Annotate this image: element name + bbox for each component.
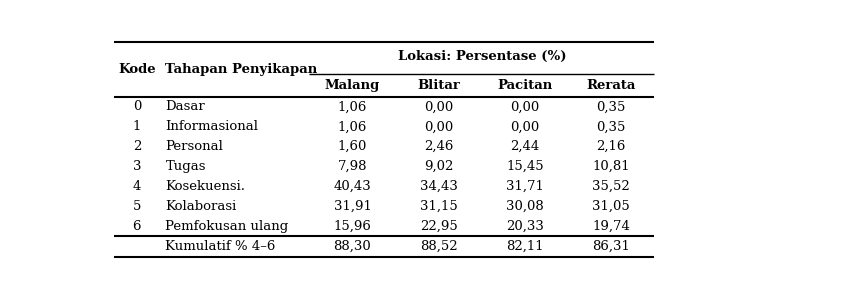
- Text: 82,11: 82,11: [506, 240, 544, 253]
- Text: 1: 1: [133, 120, 141, 133]
- Text: 9,02: 9,02: [424, 160, 454, 173]
- Text: Tahapan Penyikapan: Tahapan Penyikapan: [165, 63, 318, 76]
- Text: 1,06: 1,06: [338, 100, 367, 113]
- Text: 31,15: 31,15: [419, 200, 458, 213]
- Text: 88,52: 88,52: [420, 240, 457, 253]
- Text: 0,35: 0,35: [597, 100, 626, 113]
- Text: Pacitan: Pacitan: [497, 79, 553, 92]
- Text: 2,46: 2,46: [424, 140, 454, 153]
- Text: 19,74: 19,74: [592, 220, 630, 233]
- Text: Blitar: Blitar: [417, 79, 461, 92]
- Text: 6: 6: [133, 220, 141, 233]
- Text: 0,00: 0,00: [424, 120, 454, 133]
- Text: 4: 4: [133, 180, 141, 193]
- Text: 5: 5: [133, 200, 141, 213]
- Text: 35,52: 35,52: [592, 180, 630, 193]
- Text: 0,00: 0,00: [510, 120, 539, 133]
- Text: Dasar: Dasar: [165, 100, 205, 113]
- Text: Kosekuensi.: Kosekuensi.: [165, 180, 246, 193]
- Text: 34,43: 34,43: [419, 180, 458, 193]
- Text: Kode: Kode: [118, 63, 156, 76]
- Text: 40,43: 40,43: [334, 180, 372, 193]
- Text: 10,81: 10,81: [592, 160, 630, 173]
- Text: 20,33: 20,33: [506, 220, 544, 233]
- Text: 0,00: 0,00: [510, 100, 539, 113]
- Text: 15,45: 15,45: [506, 160, 544, 173]
- Text: 3: 3: [133, 160, 141, 173]
- Text: Tugas: Tugas: [165, 160, 206, 173]
- Text: Informasional: Informasional: [165, 120, 259, 133]
- Text: 0: 0: [133, 100, 141, 113]
- Text: Personal: Personal: [165, 140, 223, 153]
- Text: 1,06: 1,06: [338, 120, 367, 133]
- Text: 88,30: 88,30: [334, 240, 372, 253]
- Text: 2,16: 2,16: [597, 140, 626, 153]
- Text: Malang: Malang: [324, 79, 380, 92]
- Text: 30,08: 30,08: [506, 200, 544, 213]
- Text: 1,60: 1,60: [338, 140, 367, 153]
- Text: Kolaborasi: Kolaborasi: [165, 200, 236, 213]
- Text: Rerata: Rerata: [586, 79, 636, 92]
- Text: 2: 2: [133, 140, 141, 153]
- Text: 22,95: 22,95: [419, 220, 458, 233]
- Text: 0,35: 0,35: [597, 120, 626, 133]
- Text: 31,05: 31,05: [592, 200, 630, 213]
- Text: Lokasi: Persentase (%): Lokasi: Persentase (%): [397, 49, 566, 62]
- Text: 31,71: 31,71: [506, 180, 544, 193]
- Text: Pemfokusan ulang: Pemfokusan ulang: [165, 220, 288, 233]
- Text: 31,91: 31,91: [334, 200, 372, 213]
- Text: 7,98: 7,98: [338, 160, 367, 173]
- Text: 15,96: 15,96: [334, 220, 372, 233]
- Text: 0,00: 0,00: [424, 100, 454, 113]
- Text: Kumulatif % 4–6: Kumulatif % 4–6: [165, 240, 276, 253]
- Text: 2,44: 2,44: [510, 140, 539, 153]
- Text: 86,31: 86,31: [592, 240, 630, 253]
